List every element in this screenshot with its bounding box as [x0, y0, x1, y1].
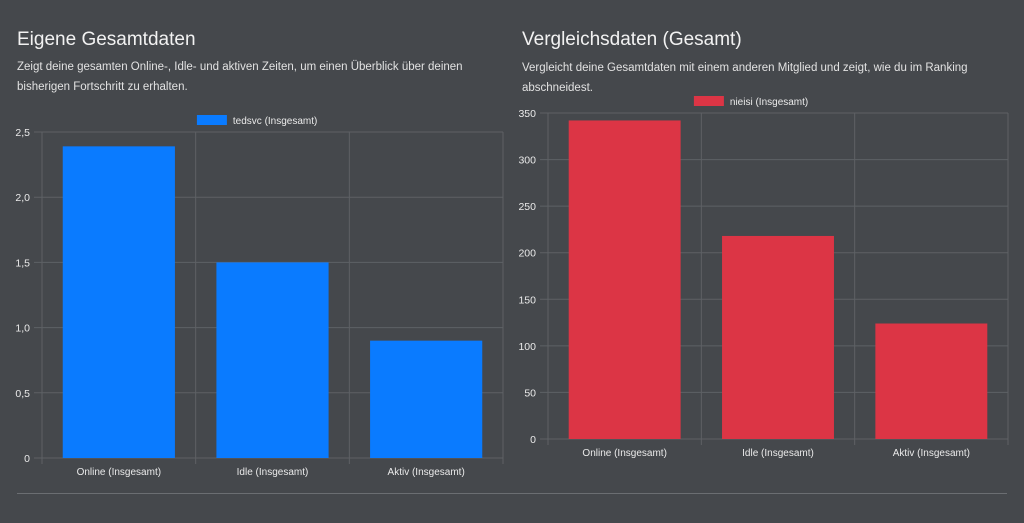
y-tick-label: 350 — [518, 108, 536, 120]
own-totals-title: Eigene Gesamtdaten — [17, 29, 196, 50]
y-tick-label: 100 — [518, 341, 536, 353]
comparison-description: Vergleicht deine Gesamtdaten mit einem a… — [522, 62, 968, 94]
x-tick-label: Aktiv (Insgesamt) — [388, 467, 465, 478]
bar — [722, 235, 834, 439]
x-tick-label: Aktiv (Insgesamt) — [893, 448, 970, 459]
comparison-title: Vergleichsdaten (Gesamt) — [522, 29, 742, 50]
legend-swatch — [196, 115, 227, 125]
y-tick-label: 2,5 — [15, 127, 30, 139]
y-tick-label: 200 — [518, 248, 536, 260]
bar — [62, 146, 175, 458]
bar — [568, 120, 681, 440]
legend-label: nieisi (Insgesamt) — [730, 97, 808, 108]
x-tick-label: Idle (Insgesamt) — [742, 448, 814, 459]
y-tick-label: 0 — [24, 453, 30, 465]
x-tick-label: Online (Insgesamt) — [582, 448, 666, 459]
bar — [370, 340, 483, 458]
y-tick-label: 2,0 — [15, 192, 30, 204]
y-tick-label: 1,5 — [15, 257, 30, 269]
bar — [875, 323, 988, 439]
y-tick-label: 0 — [530, 434, 536, 446]
y-tick-label: 50 — [524, 387, 536, 399]
x-tick-label: Online (Insgesamt) — [77, 467, 161, 478]
legend-swatch — [693, 96, 724, 106]
y-tick-label: 250 — [518, 201, 536, 213]
y-tick-label: 300 — [518, 155, 536, 167]
y-tick-label: 1,0 — [15, 323, 30, 335]
x-tick-label: Idle (Insgesamt) — [237, 467, 309, 478]
own-totals-description: Zeigt deine gesamten Online-, Idle- und … — [17, 61, 463, 93]
divider — [17, 493, 1007, 494]
bar — [216, 262, 329, 458]
y-tick-label: 150 — [518, 294, 536, 306]
y-tick-label: 0,5 — [15, 388, 30, 400]
legend-label: tedsvc (Insgesamt) — [233, 116, 317, 127]
